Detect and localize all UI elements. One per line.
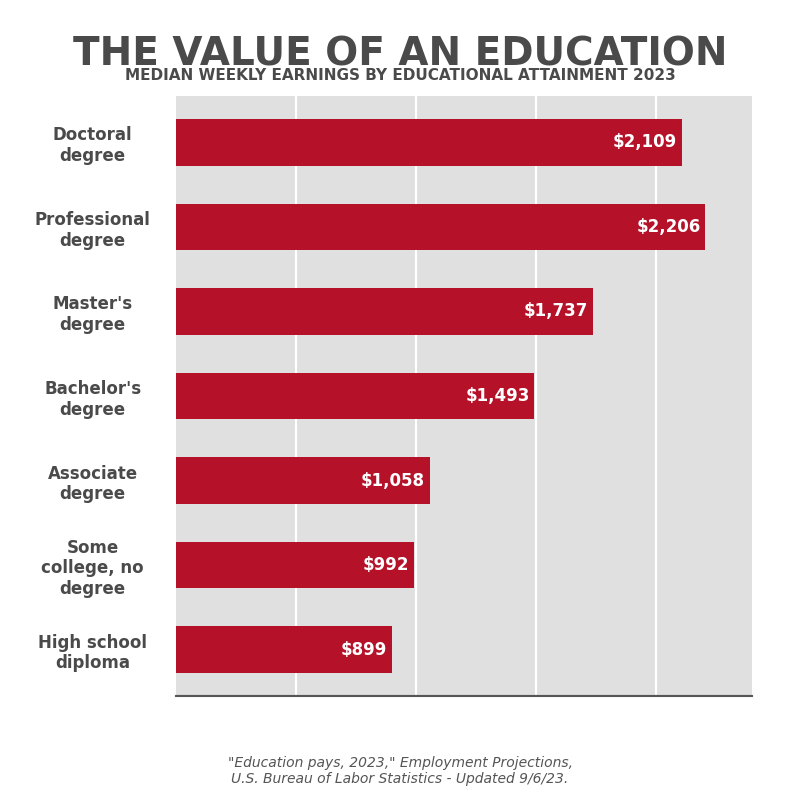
Text: MEDIAN WEEKLY EARNINGS BY EDUCATIONAL ATTAINMENT 2023: MEDIAN WEEKLY EARNINGS BY EDUCATIONAL AT… bbox=[125, 68, 675, 83]
Bar bbox=[176, 119, 682, 166]
Text: "Education pays, 2023," Employment Projections,
U.S. Bureau of Labor Statistics : "Education pays, 2023," Employment Proje… bbox=[227, 756, 573, 786]
Text: $2,109: $2,109 bbox=[613, 134, 678, 151]
Bar bbox=[176, 626, 392, 673]
Bar bbox=[176, 204, 706, 250]
Bar bbox=[176, 373, 534, 419]
Text: $1,737: $1,737 bbox=[524, 302, 588, 321]
Text: $1,493: $1,493 bbox=[465, 387, 530, 405]
Text: $992: $992 bbox=[362, 556, 410, 574]
Text: THE VALUE OF AN EDUCATION: THE VALUE OF AN EDUCATION bbox=[73, 36, 727, 74]
Bar bbox=[176, 458, 430, 504]
Text: $1,058: $1,058 bbox=[361, 471, 425, 490]
Text: $899: $899 bbox=[341, 641, 387, 658]
Bar bbox=[176, 542, 414, 588]
Bar bbox=[176, 288, 593, 334]
Text: $2,206: $2,206 bbox=[636, 218, 701, 236]
